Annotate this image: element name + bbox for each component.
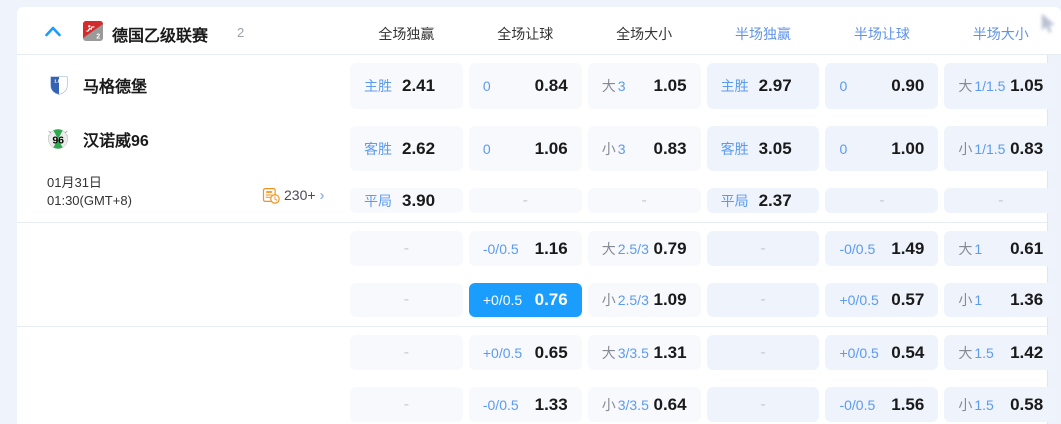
svg-text:2: 2 <box>96 34 100 41</box>
